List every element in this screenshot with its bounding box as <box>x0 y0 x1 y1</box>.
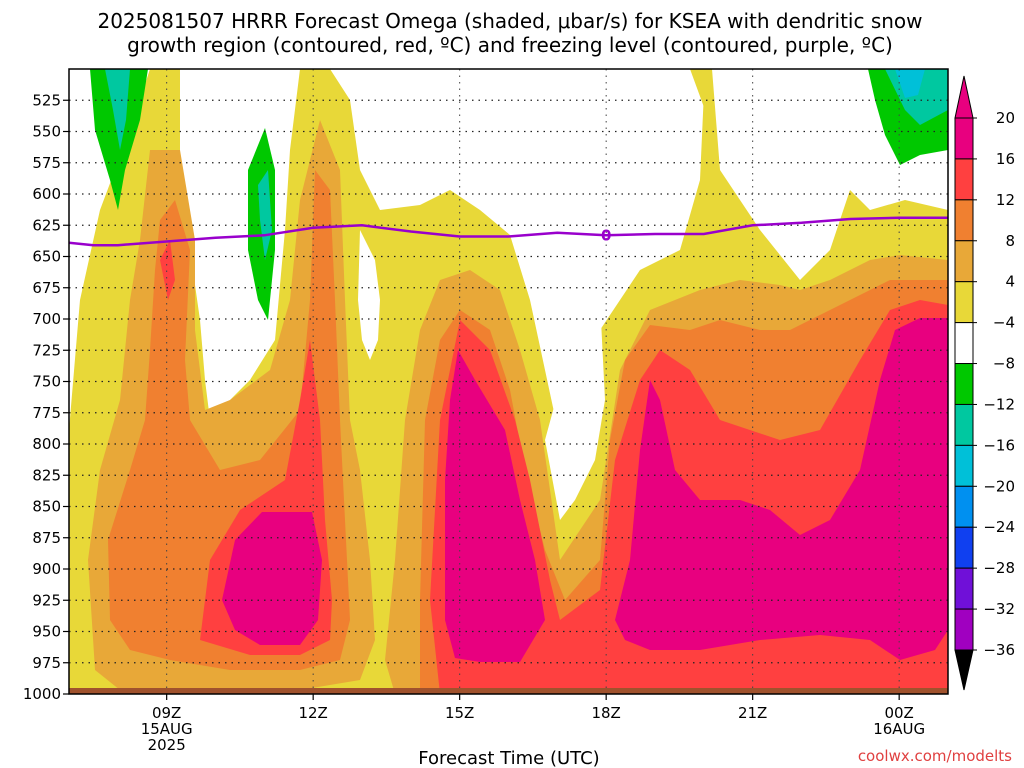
colorbar-bin <box>954 240 974 283</box>
freezing-level-label: 0 <box>601 226 611 244</box>
colorbar-bin <box>954 281 974 324</box>
freezing-level-line <box>69 216 948 247</box>
colorbar-bin <box>954 567 974 610</box>
x-tick-label: 15AUG <box>141 720 193 738</box>
x-tick-label: 2025 <box>148 736 186 754</box>
colorbar-top-arrow <box>954 75 974 119</box>
y-tick-label: 975 <box>32 654 61 672</box>
colorbar-label: 20 <box>996 109 1015 127</box>
ground-strip <box>69 688 948 694</box>
colorbar-bin <box>954 158 974 201</box>
x-tick-label: 12Z <box>298 704 327 722</box>
colorbar-bin <box>954 485 974 528</box>
y-tick-label: 650 <box>32 248 61 266</box>
colorbar-label: 4 <box>1005 273 1015 291</box>
x-tick-label: 16AUG <box>873 720 925 738</box>
y-tick-label: 575 <box>32 154 61 172</box>
colorbar-bin <box>954 322 974 365</box>
plot-area <box>69 69 948 694</box>
colorbar-label: −16 <box>983 436 1015 454</box>
colorbar-label: 12 <box>996 191 1015 209</box>
y-tick-label: 550 <box>32 123 61 141</box>
chart-title-line-2: growth region (contoured, red, ºC) and f… <box>127 33 893 57</box>
chart-title-line-1: 2025081507 HRRR Forecast Omega (shaded, … <box>97 9 922 33</box>
y-tick-label: 775 <box>32 404 61 422</box>
colorbar-label: −24 <box>983 518 1015 536</box>
x-tick-label: 00Z <box>884 704 913 722</box>
y-tick-label: 750 <box>32 373 61 391</box>
y-tick-label: 875 <box>32 529 61 547</box>
y-tick-label: 800 <box>32 435 61 453</box>
x-axis-title: Forecast Time (UTC) <box>418 748 599 768</box>
colorbar-bin <box>954 363 974 405</box>
x-tick-label: 18Z <box>591 704 620 722</box>
x-tick-label: 21Z <box>738 704 767 722</box>
y-tick-label: 825 <box>32 466 61 484</box>
y-tick-label: 925 <box>32 591 61 609</box>
colorbar-label: −4 <box>993 314 1015 332</box>
colorbar-bin <box>954 199 974 242</box>
colorbar-label: −20 <box>983 477 1015 495</box>
y-tick-label: 625 <box>32 216 61 234</box>
x-tick-label: 15Z <box>445 704 474 722</box>
colorbar-bin <box>954 403 974 446</box>
colorbar-bin <box>954 608 974 651</box>
colorbar-label: 16 <box>996 150 1015 168</box>
colorbar-label: −32 <box>983 600 1015 618</box>
y-tick-label: 525 <box>32 91 61 109</box>
y-tick-label: 700 <box>32 310 61 328</box>
y-tick-label: 950 <box>32 623 61 641</box>
colorbar-bin <box>954 526 974 569</box>
y-tick-label: 900 <box>32 560 61 578</box>
y-tick-label: 1000 <box>23 685 61 703</box>
colorbar-label: 8 <box>1005 232 1015 250</box>
y-axis: 525 550 575 600 625 650 675 700 725 750 775 800 825 8… <box>23 91 69 703</box>
y-tick-label: 675 <box>32 279 61 297</box>
colorbar-bottom-arrow <box>954 649 974 691</box>
colorbar: 20 16 12 8 4 −4 −8 −12 −16 −20 −24 −28 −32 −36 <box>954 75 1015 691</box>
colorbar-label: −28 <box>983 559 1015 577</box>
y-tick-label: 725 <box>32 341 61 359</box>
colorbar-bin <box>954 117 974 160</box>
omega-shading-negative <box>90 69 948 320</box>
y-tick-label: 600 <box>32 185 61 203</box>
credit-text: coolwx.com/modelts <box>858 747 1012 765</box>
gridlines <box>69 69 948 694</box>
colorbar-label: −36 <box>983 641 1015 659</box>
colorbar-label: −8 <box>993 355 1015 373</box>
colorbar-label: −12 <box>983 395 1015 413</box>
x-tick-label: 09Z <box>152 704 181 722</box>
omega-shading-gt-20 <box>222 318 948 662</box>
colorbar-bin <box>954 444 974 487</box>
y-tick-label: 850 <box>32 498 61 516</box>
